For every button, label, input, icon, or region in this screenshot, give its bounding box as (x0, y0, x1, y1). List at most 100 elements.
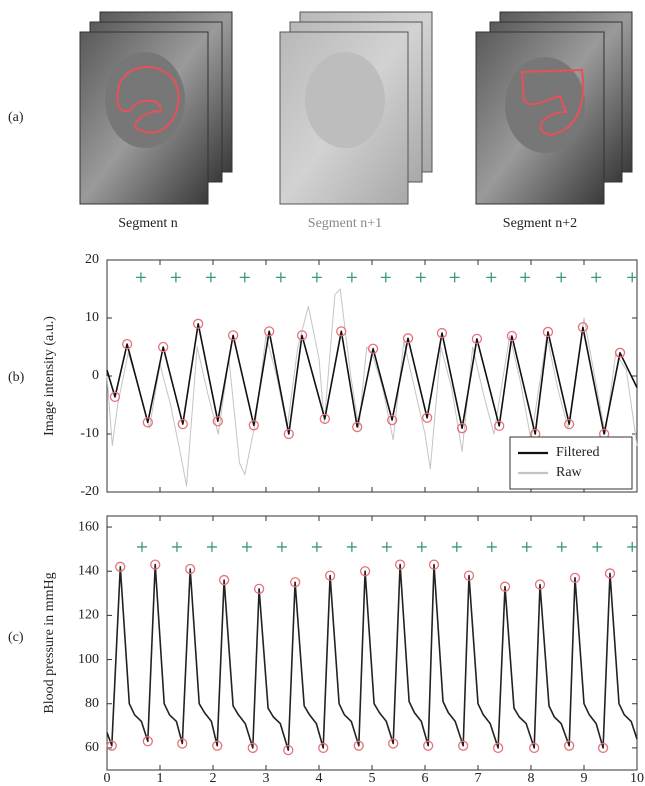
extremum-marker (494, 420, 505, 432)
y-tick-label: 100 (78, 652, 99, 667)
y-tick-label: 60 (85, 740, 99, 755)
extremum-marker (248, 420, 259, 431)
plus-marker (135, 272, 146, 283)
segment-caption: Segment n+1 (308, 216, 382, 231)
plus-marker (311, 541, 322, 552)
plus-marker (556, 541, 567, 552)
extremum-marker (283, 744, 294, 756)
plus-marker (521, 541, 532, 552)
extremum-marker (388, 738, 399, 749)
x-tick-label: 5 (369, 771, 376, 786)
extremum-marker (534, 579, 546, 590)
extremum-marker (564, 418, 575, 430)
extremum-marker (177, 418, 188, 430)
extremum-marker (193, 318, 204, 329)
extremum-marker (121, 338, 133, 350)
panel-label: (b) (8, 370, 25, 385)
extremum-marker (185, 563, 196, 575)
plus-marker (346, 541, 357, 552)
extremum-marker (218, 574, 230, 586)
extremum-marker (423, 740, 434, 751)
plus-marker (311, 272, 322, 283)
extremum-marker (289, 577, 301, 588)
plus-marker (486, 541, 497, 552)
panel-label: (a) (8, 110, 24, 125)
plus-marker (415, 272, 426, 283)
plus-marker (276, 541, 287, 552)
y-tick-label: 20 (85, 252, 99, 267)
extremum-marker (283, 428, 294, 440)
plus-marker (205, 272, 216, 283)
extremum-marker (542, 326, 554, 338)
extremum-marker (359, 566, 371, 577)
plus-marker (449, 272, 460, 283)
extremum-marker (463, 570, 475, 581)
extremum-marker (604, 568, 616, 579)
plus-marker (556, 272, 567, 283)
plus-marker (451, 541, 462, 552)
extremum-marker (436, 327, 448, 339)
x-tick-label: 1 (157, 771, 164, 786)
extremum-marker (367, 343, 379, 354)
extremum-marker (458, 740, 469, 751)
extremum-marker (324, 570, 336, 581)
plus-marker (416, 541, 427, 552)
legend-label: Raw (556, 465, 583, 480)
plus-marker (171, 541, 182, 552)
plus-marker (170, 272, 181, 283)
extremum-marker (569, 572, 581, 583)
extremum-marker (296, 330, 308, 341)
plus-marker (486, 272, 497, 283)
plus-marker (275, 272, 286, 283)
plus-marker (380, 272, 391, 283)
y-tick-label: 0 (92, 368, 99, 383)
x-tick-label: 7 (475, 771, 482, 786)
y-tick-label: 120 (78, 608, 99, 623)
image-stack (79, 11, 233, 205)
segment-caption: Segment n+2 (503, 216, 577, 231)
x-tick-label: 4 (316, 771, 323, 786)
extremum-marker (352, 421, 363, 433)
extremum-marker (386, 414, 398, 426)
plus-marker (592, 541, 603, 552)
x-tick-label: 8 (528, 771, 535, 786)
x-tick-label: 3 (263, 771, 270, 786)
y-axis-label: Blood pressure in mmHg (42, 572, 57, 713)
y-tick-label: -20 (80, 484, 99, 499)
extremum-marker (115, 561, 126, 572)
extremum-marker (212, 416, 223, 427)
extremum-marker (142, 736, 153, 747)
x-tick-label: 2 (210, 771, 217, 786)
extremum-marker (421, 412, 433, 423)
y-tick-label: 10 (85, 310, 99, 325)
extremum-marker (158, 341, 169, 353)
plus-marker (627, 272, 638, 283)
extremum-marker (109, 391, 121, 403)
y-tick-label: 160 (78, 519, 99, 534)
image-stack (279, 11, 433, 205)
image-stack (475, 11, 633, 205)
extremum-marker (492, 742, 504, 754)
extremum-marker (150, 559, 161, 570)
extremum-marker (428, 559, 440, 570)
extremum-marker (264, 326, 275, 337)
plus-marker (239, 272, 250, 283)
extremum-marker (456, 423, 468, 434)
extremum-marker (394, 559, 406, 570)
extremum-marker (227, 330, 239, 341)
extremum-marker (212, 740, 223, 751)
x-tick-label: 9 (581, 771, 588, 786)
extremum-marker (336, 326, 347, 337)
extremum-marker (142, 417, 153, 428)
segment-caption: Segment n (118, 216, 178, 231)
y-tick-label: 80 (85, 696, 99, 711)
plus-marker (241, 541, 252, 552)
segment-images (79, 11, 633, 205)
extremum-marker (529, 742, 540, 754)
x-tick-label: 0 (104, 771, 111, 786)
x-tick-label: 10 (630, 771, 644, 786)
extremum-marker (106, 740, 117, 751)
plus-marker (136, 541, 147, 552)
legend-box (509, 436, 633, 490)
